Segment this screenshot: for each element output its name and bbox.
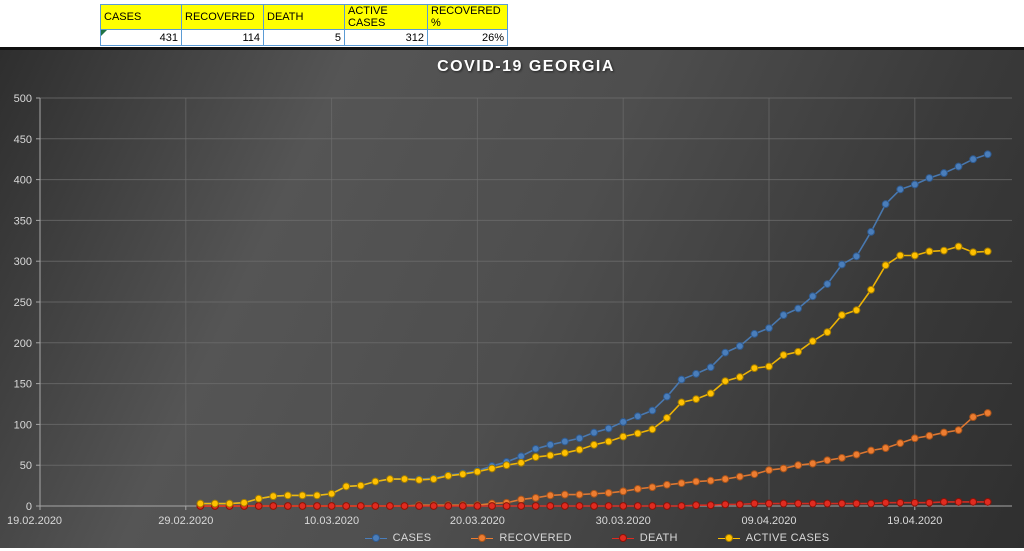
legend-label: RECOVERED: [499, 532, 572, 544]
chart-legend: CASES RECOVERED DEATH ACTIVE CASES: [0, 532, 1024, 544]
svg-text:20.03.2020: 20.03.2020: [450, 515, 505, 527]
summary-table: CASES RECOVERED DEATH ACTIVE CASES RECOV…: [100, 4, 508, 46]
active-cases-line-marker-icon: [717, 534, 740, 542]
svg-text:10.03.2020: 10.03.2020: [304, 515, 359, 527]
svg-text:100: 100: [14, 419, 32, 431]
svg-text:19.04.2020: 19.04.2020: [887, 515, 942, 527]
svg-text:0: 0: [26, 501, 32, 513]
legend-item-death[interactable]: DEATH: [611, 532, 678, 544]
svg-text:50: 50: [20, 460, 32, 472]
legend-item-recovered[interactable]: RECOVERED: [471, 532, 571, 544]
recovered-line-marker-icon: [471, 534, 494, 542]
svg-text:350: 350: [14, 215, 32, 227]
svg-text:400: 400: [14, 175, 32, 187]
legend-label: DEATH: [639, 532, 678, 544]
header-cell-cases[interactable]: CASES: [100, 4, 182, 30]
svg-text:29.02.2020: 29.02.2020: [158, 515, 213, 527]
chart-canvas[interactable]: COVID-19 GEORGIA 0 50 100 150 200 250 300 350 40…: [0, 47, 1024, 548]
spreadsheet-area: CASES RECOVERED DEATH ACTIVE CASES RECOV…: [0, 0, 1024, 47]
svg-text:30.03.2020: 30.03.2020: [596, 515, 651, 527]
cases-line-marker-icon: [364, 534, 387, 542]
value-cell-recovered-pct[interactable]: 26%: [427, 29, 508, 46]
svg-text:150: 150: [14, 379, 32, 391]
header-cell-recovered[interactable]: RECOVERED: [181, 4, 264, 30]
death-line-marker-icon: [611, 534, 634, 542]
value-cell-active-cases[interactable]: 312: [344, 29, 428, 46]
header-cell-recovered-pct[interactable]: RECOVERED %: [427, 4, 508, 30]
legend-label: CASES: [392, 532, 432, 544]
covid-line-chart: 0 50 100 150 200 250 300 350 400 450 500 19.02.2020…: [7, 93, 1012, 527]
svg-text:19.02.2020: 19.02.2020: [7, 515, 62, 527]
svg-text:300: 300: [14, 256, 32, 268]
legend-item-active-cases[interactable]: ACTIVE CASES: [717, 532, 830, 544]
table-header-row: CASES RECOVERED DEATH ACTIVE CASES RECOV…: [100, 4, 508, 30]
chart-title: COVID-19 GEORGIA: [437, 58, 615, 75]
header-cell-death[interactable]: DEATH: [263, 4, 345, 30]
value-cell-recovered[interactable]: 114: [181, 29, 264, 46]
svg-text:200: 200: [14, 338, 32, 350]
svg-text:500: 500: [14, 93, 32, 105]
svg-text:09.04.2020: 09.04.2020: [741, 515, 796, 527]
svg-text:250: 250: [14, 297, 32, 309]
legend-label: ACTIVE CASES: [745, 532, 830, 544]
table-value-row: 431 114 5 312 26%: [100, 29, 508, 46]
value-cell-death[interactable]: 5: [263, 29, 345, 46]
value-cell-cases[interactable]: 431: [100, 29, 182, 46]
cell-error-indicator-icon: [101, 30, 107, 36]
svg-text:450: 450: [14, 134, 32, 146]
header-cell-active-cases[interactable]: ACTIVE CASES: [344, 4, 428, 30]
legend-item-cases[interactable]: CASES: [364, 532, 432, 544]
